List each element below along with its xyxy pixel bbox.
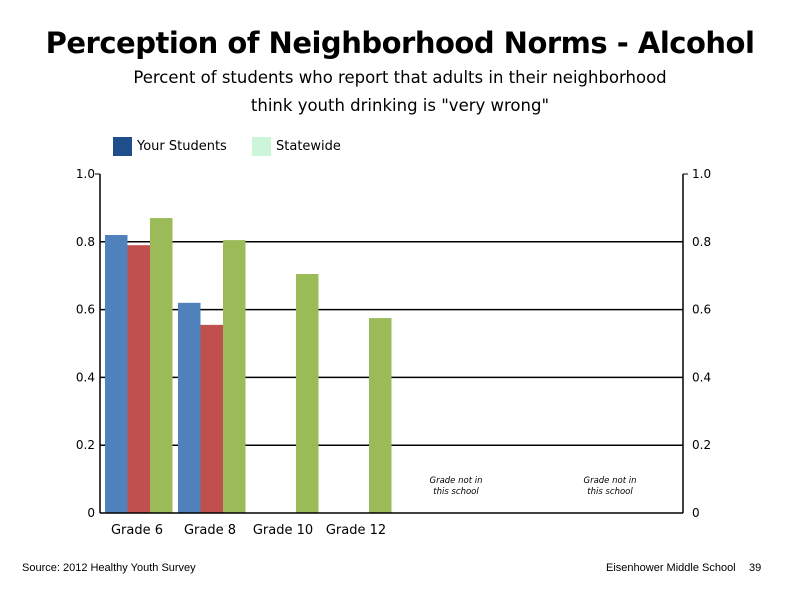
bars-layer xyxy=(105,218,392,514)
y-tick-label-right: 0.2 xyxy=(692,438,711,452)
labels-layer: 0 0 0.2 0.2 0.4 0.4 0.6 0.6 0.8 0.8 1.0 1.0 Grade 6 G… xyxy=(76,167,711,538)
bar-series-2-grade-12 xyxy=(369,318,392,513)
bar-series-2-grade-10 xyxy=(296,274,319,513)
bar-series-0-grade-8 xyxy=(178,302,201,513)
y-tick-label-left: 1.0 xyxy=(76,167,95,181)
y-tick-label-right: 1.0 xyxy=(692,167,711,181)
annotation-line-2: this school xyxy=(587,487,633,497)
chart-subtitle-line-2: think youth drinking is "very wrong" xyxy=(250,96,550,115)
legend-item-statewide: Statewide xyxy=(252,136,341,156)
y-tick-label-left: 0.4 xyxy=(76,370,95,384)
y-tick-label-right: 0.6 xyxy=(692,303,711,317)
y-tick-label-right: 0 xyxy=(692,506,700,520)
page-number: 39 xyxy=(749,562,762,574)
y-tick-label-right: 0.8 xyxy=(692,235,711,249)
school-name: Eisenhower Middle School xyxy=(606,562,736,574)
legend-label-statewide: Statewide xyxy=(276,138,341,154)
annotation-line-1: Grade not in xyxy=(430,476,483,486)
x-tick-label-grade-10: Grade 10 xyxy=(253,523,313,538)
y-tick-label-left: 0.8 xyxy=(76,235,95,249)
y-tick-label-left: 0 xyxy=(87,506,95,520)
y-tick-label-right: 0.4 xyxy=(692,370,711,384)
chart-title: Perception of Neighborhood Norms - Alcoh… xyxy=(45,26,755,60)
axes-layer xyxy=(95,173,688,514)
y-tick-label-left: 0.2 xyxy=(76,438,95,452)
annotation-line-2: this school xyxy=(433,487,479,497)
legend-label-your-students: Your Students xyxy=(137,138,227,154)
chart-subtitle-line-1: Percent of students who report that adul… xyxy=(133,68,667,87)
source-note: Source: 2012 Healthy Youth Survey xyxy=(22,562,196,574)
bar-series-1-grade-8 xyxy=(200,324,223,513)
bar-series-1-grade-6 xyxy=(127,245,150,513)
y-tick-label-left: 0.6 xyxy=(76,303,95,317)
legend-swatch-your-students xyxy=(113,136,132,156)
x-tick-label-grade-8: Grade 8 xyxy=(184,523,236,538)
x-tick-label-grade-12: Grade 12 xyxy=(326,523,386,538)
bar-series-2-grade-8 xyxy=(223,240,246,514)
x-tick-label-grade-6: Grade 6 xyxy=(111,523,163,538)
legend-item-your-students: Your Students xyxy=(113,136,227,156)
legend-swatch-statewide xyxy=(252,136,271,156)
bar-series-0-grade-6 xyxy=(105,235,128,513)
annotation-line-1: Grade not in xyxy=(584,476,637,486)
bar-series-2-grade-6 xyxy=(150,218,173,513)
